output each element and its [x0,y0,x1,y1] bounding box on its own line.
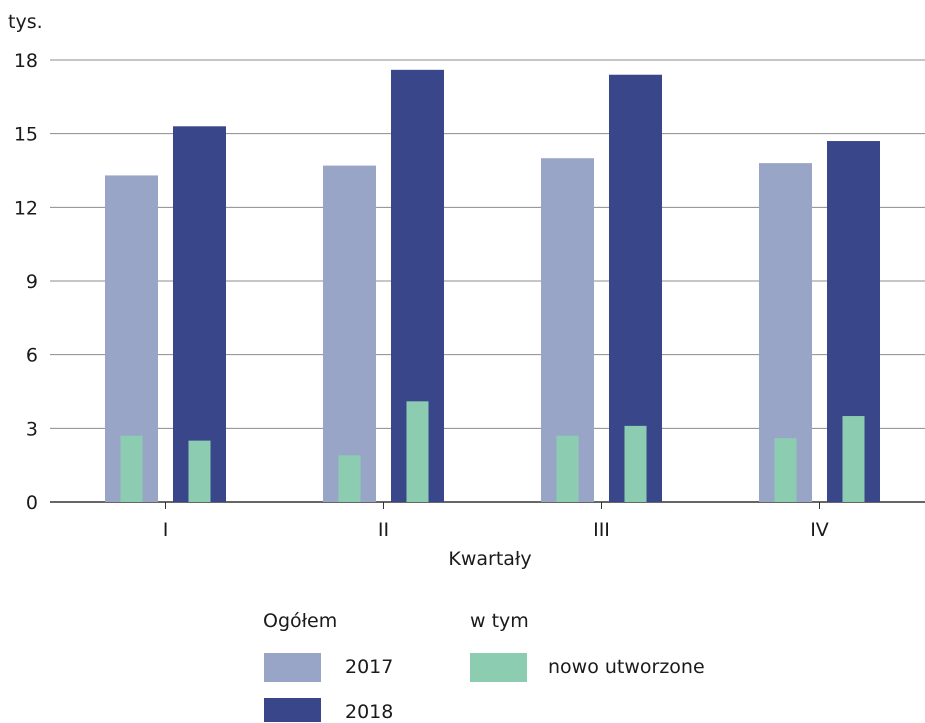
legend-group-sub: w tym [470,610,529,632]
bar-2018 [173,126,226,503]
bar-new-2017 [774,438,797,502]
x-tick-label: I [163,519,169,541]
legend-label-2017: 2017 [345,656,394,678]
x-tick-label: III [593,519,610,541]
bar-new-2018 [188,440,211,502]
y-tick-label: 6 [26,345,38,367]
legend-label-new: nowo utworzone [548,656,705,678]
x-tick-label: IV [810,519,829,541]
y-tick-label: 15 [14,124,38,146]
y-tick-label: 18 [14,50,38,72]
bar-new-2018 [406,401,429,502]
legend-swatch-new [470,653,527,682]
y-tick-label: 3 [26,418,38,440]
y-tick-label: 9 [26,271,38,293]
x-tick-label: II [378,519,389,541]
bars [105,69,880,503]
y-tick-labels: 0 3 6 9 12 15 18 [14,50,38,514]
y-tick-label: 12 [14,197,38,219]
legend-swatch-2017 [264,653,321,682]
y-tick-label: 0 [26,492,38,514]
legend-group-total: Ogółem [263,610,338,632]
legend-label-2018: 2018 [345,701,394,723]
bar-2017 [323,165,376,503]
bar-new-2017 [338,455,361,502]
x-axis-title: Kwartały [448,548,531,570]
y-unit-label: tys. [8,11,43,33]
bar-new-2017 [120,435,143,502]
bar-new-2018 [842,416,865,502]
bar-new-2017 [556,435,579,502]
bar-new-2018 [624,425,647,502]
legend-swatch-2018 [264,698,321,722]
x-tick-labels: I II III IV [163,502,829,541]
